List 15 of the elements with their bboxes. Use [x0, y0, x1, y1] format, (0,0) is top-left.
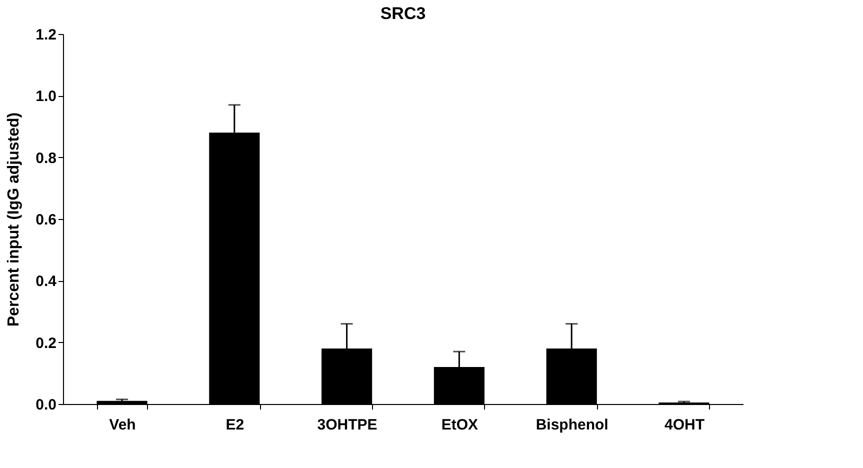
y-tick-label: 0.6: [36, 212, 56, 228]
x-tick-label: EtOX: [441, 416, 478, 434]
x-tick-label: 4OHT: [664, 416, 704, 434]
y-axis-title: Percent input (IgG adjusted): [6, 112, 23, 327]
x-tick-label: Bisphenol: [536, 416, 608, 434]
y-tick-label: 0.0: [36, 396, 56, 414]
chart-title: SRC3: [380, 4, 426, 23]
y-tick-label: 0.8: [36, 150, 56, 167]
x-tick-label: 3OHTPE: [317, 416, 378, 434]
x-tick-label: Veh: [109, 416, 136, 434]
y-tick-label: 0.2: [36, 334, 56, 352]
y-tick-label: 1.0: [36, 88, 56, 106]
x-tick-label: E2: [226, 416, 244, 434]
y-tick-label: 1.2: [36, 26, 56, 44]
y-tick-label: 0.4: [36, 273, 58, 290]
